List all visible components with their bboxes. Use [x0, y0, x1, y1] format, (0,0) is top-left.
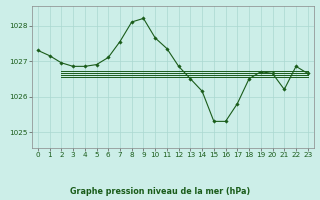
Text: Graphe pression niveau de la mer (hPa): Graphe pression niveau de la mer (hPa)	[70, 187, 250, 196]
